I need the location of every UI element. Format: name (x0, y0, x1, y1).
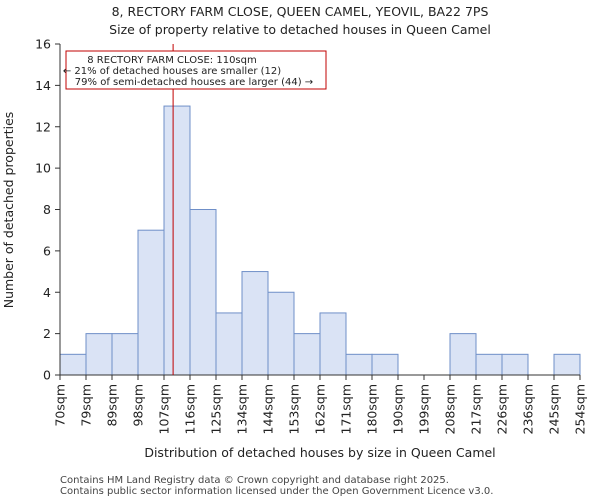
x-tick-label-236sqm: 236sqm (521, 384, 536, 434)
x-tick-label-217sqm: 217sqm (469, 384, 484, 434)
x-tick-label-180sqm: 180sqm (365, 384, 380, 434)
bar-180sqm (371, 353, 399, 376)
bar-217sqm (475, 353, 503, 376)
x-tick-label-125sqm: 125sqm (209, 384, 224, 434)
annotation-line-2: ← 21% of detached houses are smaller (12… (63, 66, 281, 77)
y-tick-label: 16 (35, 37, 51, 52)
y-tick-label: 12 (35, 119, 51, 134)
y-tick-label: 0 (43, 368, 51, 383)
x-tick-label-116sqm: 116sqm (183, 384, 198, 434)
bar-208sqm (449, 333, 477, 376)
x-tick-label-70sqm: 70sqm (53, 384, 68, 427)
bar-125sqm (215, 312, 243, 376)
bar-162sqm (319, 312, 347, 376)
chart-title: 8, RECTORY FARM CLOSE, QUEEN CAMEL, YEOV… (112, 4, 489, 19)
chart-subtitle: Size of property relative to detached ho… (109, 22, 491, 37)
annotation-line-1: 8 RECTORY FARM CLOSE: 110sqm (87, 55, 256, 66)
x-tick-label-208sqm: 208sqm (443, 384, 458, 434)
x-axis-label: Distribution of detached houses by size … (144, 445, 495, 460)
x-tick-label-134sqm: 134sqm (235, 384, 250, 434)
bar-98sqm (137, 229, 165, 376)
bar-245sqm (553, 353, 581, 376)
x-tick-label-199sqm: 199sqm (417, 384, 432, 434)
y-axis-label: Number of detached properties (1, 112, 16, 309)
y-tick-label: 6 (43, 243, 51, 258)
x-tick-label-89sqm: 89sqm (105, 384, 120, 427)
bar-79sqm (85, 333, 113, 376)
x-tick-label-190sqm: 190sqm (391, 384, 406, 434)
y-tick-label: 8 (43, 202, 51, 217)
footer-line-1: Contains HM Land Registry data © Crown c… (60, 475, 449, 486)
x-axis-ticks: 70sqm 79sqm 89sqm 98sqm 107sqm 116sqm 125sqm 13… (53, 375, 588, 434)
footer-line-2: Contains public sector information licen… (60, 486, 493, 497)
bar-171sqm (345, 353, 373, 376)
bar-70sqm (59, 353, 87, 376)
y-tick-label: 2 (43, 326, 51, 341)
bar-116sqm (189, 209, 217, 376)
bar-153sqm (293, 333, 321, 376)
bar-134sqm (241, 271, 269, 376)
x-tick-label-98sqm: 98sqm (131, 384, 146, 427)
annotation-rect (65, 50, 327, 90)
bar-226sqm (501, 353, 529, 376)
x-tick-label-107sqm: 107sqm (157, 384, 172, 434)
x-tick-label-153sqm: 153sqm (287, 384, 302, 434)
y-tick-label: 4 (43, 285, 51, 300)
x-tick-label-254sqm: 254sqm (573, 384, 588, 434)
bar-89sqm (111, 333, 139, 376)
y-tick-label: 10 (35, 161, 51, 176)
y-tick-label: 14 (35, 78, 51, 93)
x-tick-label-226sqm: 226sqm (495, 384, 510, 434)
x-tick-label-162sqm: 162sqm (313, 384, 328, 434)
y-axis-ticks: 0 2 4 6 8 10 12 14 16 (35, 37, 60, 383)
bar-107sqm (163, 105, 191, 376)
x-tick-label-245sqm: 245sqm (547, 384, 562, 434)
bars-group (59, 105, 581, 376)
annotation-line-3: 79% of semi-detached houses are larger (… (75, 77, 313, 88)
x-tick-label-79sqm: 79sqm (79, 384, 94, 427)
x-tick-label-144sqm: 144sqm (261, 384, 276, 434)
annotation-box: 8 RECTORY FARM CLOSE: 110sqm ← 21% of de… (63, 50, 327, 90)
x-tick-label-171sqm: 171sqm (339, 384, 354, 434)
bar-144sqm (267, 291, 295, 376)
